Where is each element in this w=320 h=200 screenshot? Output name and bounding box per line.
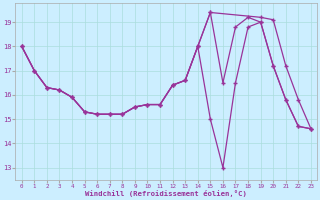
X-axis label: Windchill (Refroidissement éolien,°C): Windchill (Refroidissement éolien,°C): [85, 190, 247, 197]
